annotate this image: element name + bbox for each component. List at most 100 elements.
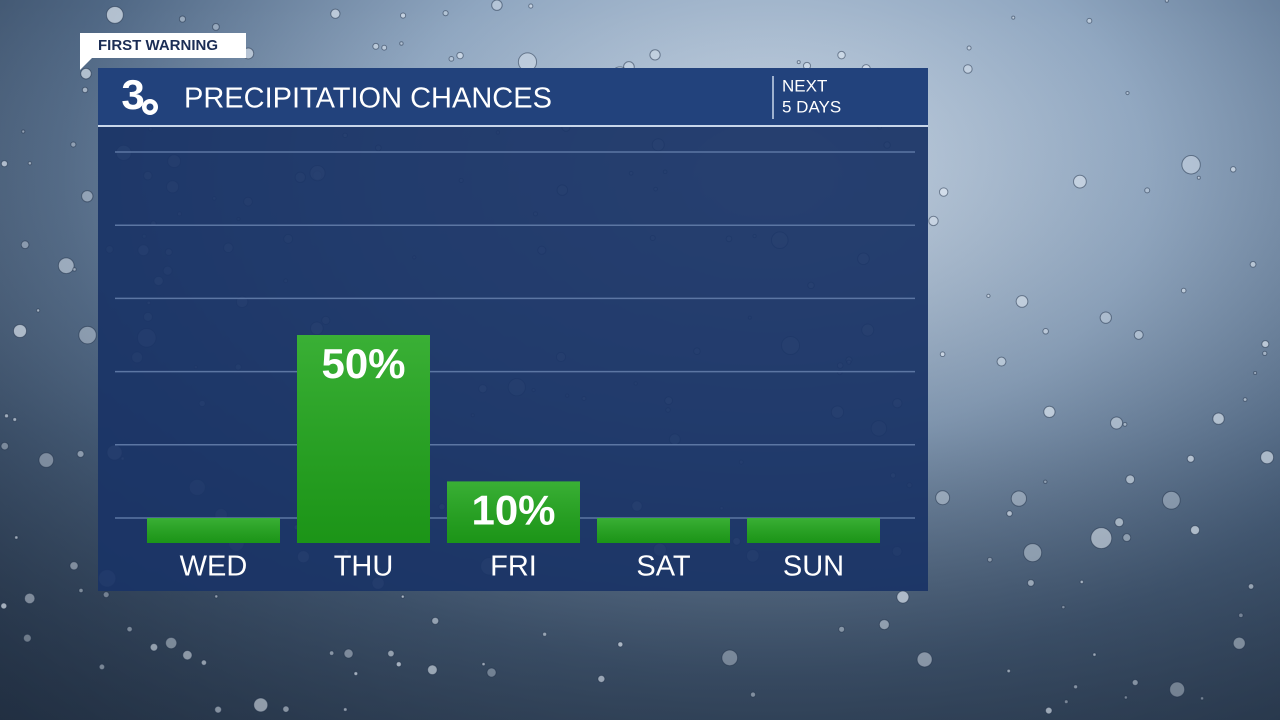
raindrop [14, 535, 19, 540]
raindrop [182, 649, 193, 661]
raindrop [1199, 696, 1205, 701]
raindrop [1260, 450, 1275, 465]
raindrop [0, 160, 9, 168]
raindrop [456, 51, 464, 60]
raindrop [966, 45, 972, 51]
badge-tab [80, 33, 246, 70]
raindrop [387, 649, 395, 658]
raindrop [1181, 155, 1201, 175]
raindrop [78, 325, 97, 345]
raindrop [1063, 699, 1069, 705]
x-tick-label: SUN [783, 551, 844, 583]
raindrop [1230, 166, 1237, 173]
value-label: 50% [321, 340, 405, 387]
raindrop [528, 3, 534, 9]
raindrop [57, 257, 75, 275]
raindrop [597, 674, 606, 683]
raindrop [448, 55, 455, 62]
raindrop [1090, 527, 1113, 550]
raindrop [70, 141, 77, 148]
raindrop [963, 64, 973, 74]
raindrop [12, 417, 18, 422]
raindrop [481, 662, 486, 667]
raindrop [1125, 474, 1136, 485]
panel-header [98, 68, 928, 126]
raindrop [1086, 17, 1093, 24]
raindrop [1169, 681, 1186, 698]
subtitle: 5 DAYS [782, 97, 841, 116]
raindrop [1212, 412, 1225, 425]
raindrop [987, 556, 993, 563]
raindrop [330, 8, 341, 19]
raindrop [328, 650, 335, 656]
raindrop [178, 15, 187, 23]
raindrop [896, 590, 910, 604]
logo: 3 [121, 71, 144, 118]
x-tick-label: THU [334, 551, 394, 583]
raindrop [1123, 695, 1128, 700]
x-tick-label: SAT [636, 551, 691, 583]
raindrop [1073, 684, 1079, 690]
raindrop [442, 10, 449, 17]
raindrop [938, 187, 949, 197]
raindrop [164, 636, 178, 650]
raindrop [1023, 543, 1043, 563]
raindrop [1133, 329, 1144, 340]
raindrop [1186, 454, 1195, 463]
raindrop [916, 651, 933, 668]
raindrop [1125, 90, 1130, 96]
raindrop [1006, 668, 1011, 674]
raindrop [214, 594, 219, 599]
bar-shade [747, 518, 880, 543]
raindrop [1161, 490, 1181, 510]
bar-shade [297, 335, 430, 543]
raindrop [542, 631, 548, 637]
raindrop [838, 625, 846, 633]
value-label: 10% [471, 486, 555, 533]
x-tick-label: FRI [490, 551, 537, 583]
raindrop [126, 625, 133, 633]
raindrop [253, 697, 269, 713]
raindrop [837, 50, 846, 60]
raindrop [381, 44, 388, 51]
plot-area: WED 50% THU 10% FRI SAT SUN [115, 151, 915, 583]
raindrop [1061, 605, 1066, 610]
raindrop [431, 616, 440, 625]
raindrop [200, 659, 208, 666]
raindrop [1114, 517, 1125, 528]
raindrop [1131, 679, 1139, 686]
raindrop [1242, 397, 1248, 402]
raindrop [1043, 405, 1056, 419]
raindrop [939, 351, 946, 358]
raindrop [4, 413, 10, 419]
raindrop [38, 452, 55, 468]
raindrop [1092, 652, 1097, 657]
raindrop [1164, 0, 1169, 3]
bar-shade [147, 518, 280, 543]
raindrop [22, 633, 32, 643]
raindrop [214, 705, 222, 714]
raindrop [400, 12, 407, 19]
raindrop [372, 42, 380, 50]
raindrop [1010, 490, 1027, 507]
raindrop [80, 67, 92, 80]
raindrop [81, 190, 94, 203]
raindrop [1144, 187, 1151, 194]
raindrop [72, 267, 77, 272]
raindrop [1196, 175, 1201, 180]
raindrop [36, 308, 41, 313]
raindrop [1249, 261, 1257, 268]
raindrop [1253, 370, 1258, 375]
raindrop [986, 293, 991, 299]
raindrop [69, 561, 79, 571]
subtitle: NEXT [782, 76, 827, 95]
raindrop [1027, 579, 1035, 587]
raindrop [1122, 421, 1128, 427]
raindrop [0, 602, 8, 610]
raindrop [1042, 327, 1049, 335]
raindrop [282, 705, 290, 713]
raindrop [1015, 295, 1029, 308]
raindrop [1180, 287, 1187, 294]
